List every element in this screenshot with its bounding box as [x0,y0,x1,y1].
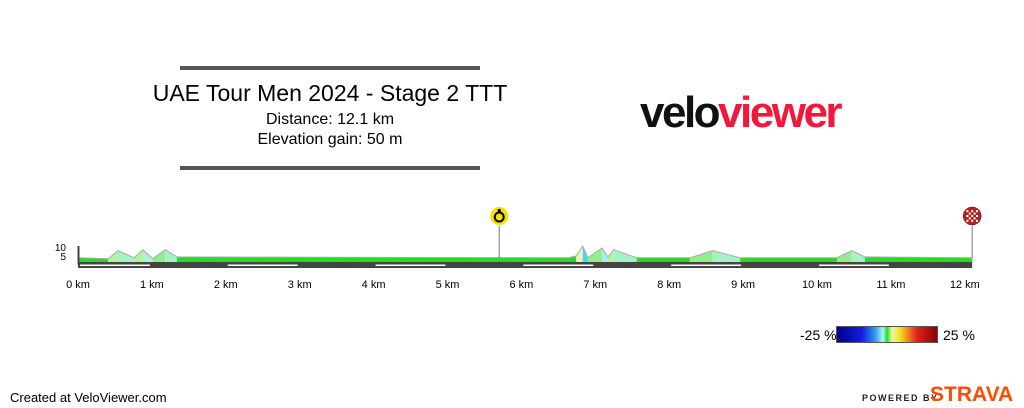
profile-segment [740,257,837,262]
checker-square [975,210,978,213]
distance-bar-dash [523,264,594,266]
title-bottom-rule [180,166,480,170]
powered-by-text: POWERED BY [862,393,939,403]
profile-segment [177,256,568,262]
veloviewer-logo: veloviewer [640,88,843,137]
checker-square [971,219,974,222]
profile-segment [117,250,135,262]
page-title: UAE Tour Men 2024 - Stage 2 TTT [152,80,508,106]
profile-segment [689,250,713,262]
profile-segment [712,250,741,262]
x-tick-label: 10 km [802,279,832,291]
distance-bar-dash [80,264,150,266]
profile-segment [165,249,178,262]
profile-segment [587,247,602,262]
profile-segment [143,249,153,262]
checker-square [966,219,969,222]
profile-segment [865,256,973,262]
checker-square [966,215,969,217]
elevation-gain-text: Elevation gain: 50 m [257,131,403,148]
x-tick-label: 9 km [731,279,755,291]
x-tick-label: 2 km [214,279,238,291]
x-tick-label: 12 km [950,279,980,291]
profile-segment [134,249,144,262]
profile-segment [636,257,690,262]
gradient-color-scale [836,326,938,343]
x-tick-label: 6 km [509,279,533,291]
stopwatch-icon [490,207,509,225]
distance-bar-dash [227,264,298,266]
profile-segment [613,249,637,262]
x-tick-label: 7 km [583,279,607,291]
checker-square [973,212,976,215]
profile-segment [108,250,118,262]
strava-logo: STRAVA [930,383,1014,406]
profile-segment [836,250,852,262]
title-top-rule [180,66,480,70]
x-tick-label: 11 km [876,279,905,291]
stopwatch-icon-button [497,209,501,212]
checker-square [968,217,971,220]
x-tick-label: 4 km [362,279,386,291]
stopwatch-icon-face [493,211,505,223]
checker-square [975,219,978,222]
x-tick-label: 8 km [657,279,681,291]
distance-text: Distance: 12.1 km [265,111,395,128]
profile-segment [851,250,866,262]
y-tick-label: 10 [55,243,67,254]
checker-square [973,217,976,220]
distance-bar-dash [819,264,889,266]
checker-square [966,210,969,213]
profile-segment [607,249,614,262]
checker-square [975,215,978,217]
checker-square [968,212,971,215]
profile-segment [576,246,583,262]
x-tick-label: 0 km [66,279,90,291]
distance-bar-dash [671,264,742,266]
profile-segment [152,249,166,262]
x-tick-label: 5 km [436,279,460,291]
legend-max-label: 25 % [943,327,975,343]
profile-outline [77,245,973,260]
x-tick-label: 3 km [288,279,312,291]
checker-square [971,215,974,217]
x-tick-label: 1 km [140,279,164,291]
y-tick-label: 5 [60,252,66,263]
checker-square [971,210,974,213]
profile-segment [601,247,608,262]
distance-bar-dash [375,264,446,266]
legend-min-label: -25 % [800,327,837,343]
credit-text: Created at VeloViewer.com [10,390,167,405]
